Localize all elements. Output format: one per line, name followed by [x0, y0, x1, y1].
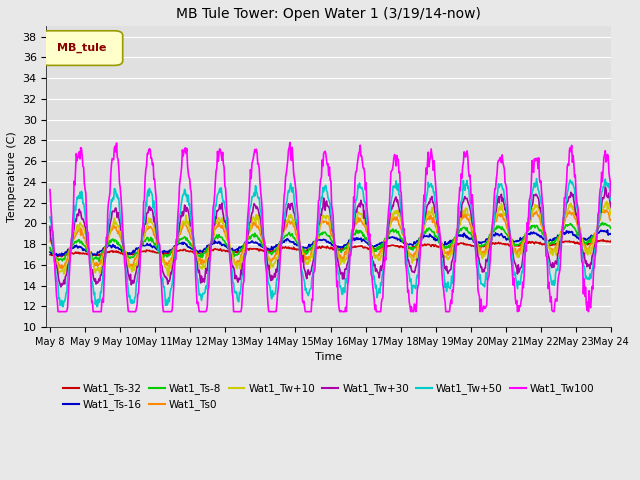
Title: MB Tule Tower: Open Water 1 (3/19/14-now): MB Tule Tower: Open Water 1 (3/19/14-now… — [177, 7, 481, 21]
X-axis label: Time: Time — [315, 352, 342, 362]
Legend: Wat1_Ts-32, Wat1_Ts-16, Wat1_Ts-8, Wat1_Ts0, Wat1_Tw+10, Wat1_Tw+30, Wat1_Tw+50,: Wat1_Ts-32, Wat1_Ts-16, Wat1_Ts-8, Wat1_… — [59, 379, 598, 414]
FancyBboxPatch shape — [41, 31, 123, 65]
Text: MB_tule: MB_tule — [57, 43, 106, 53]
Y-axis label: Temperature (C): Temperature (C) — [7, 132, 17, 222]
